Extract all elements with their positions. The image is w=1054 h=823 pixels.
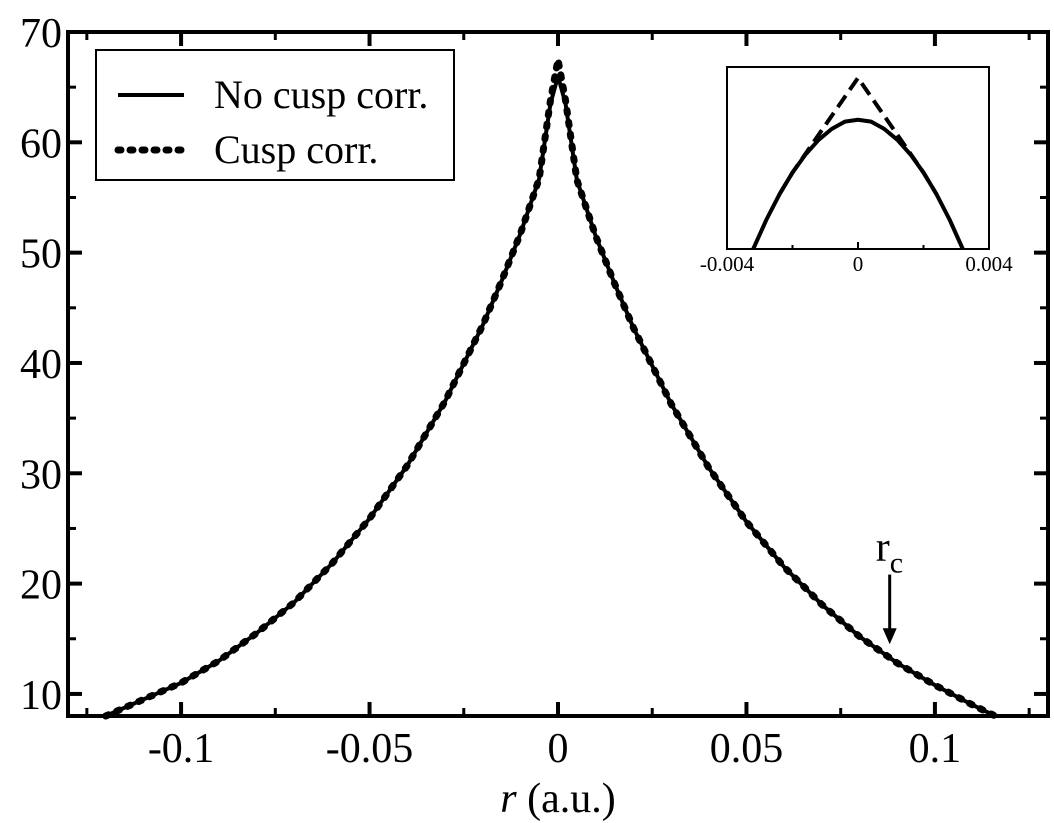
rc-arrow-head [882,628,897,645]
x-axis-title-unit: (a.u.) [517,776,616,822]
legend: No cusp corr. Cusp corr. [95,49,455,181]
x-tick-label: 0 [548,726,569,772]
x-tick-label: 0.05 [710,726,784,772]
rc-label-sub: c [890,547,903,580]
y-tick-label: 30 [20,452,62,498]
legend-label: No cusp corr. [214,72,428,117]
y-tick-label: 40 [20,342,62,388]
legend-box [95,49,455,181]
legend-label: Cusp corr. [214,127,378,172]
rc-label: rc [876,525,903,580]
y-tick-label: 60 [20,121,62,167]
main-series [102,56,999,720]
inset-x-tick-label: 0 [853,252,864,276]
inset-frame [726,66,990,250]
y-tick-label: 50 [20,232,62,278]
inset-x-tick-label: -0.004 [700,252,755,276]
x-tick-label: -0.05 [326,726,414,772]
x-tick-label: -0.1 [148,726,215,772]
inset-x-tick-label: 0.004 [965,252,1013,276]
rc-label-main: r [876,525,890,571]
inset-series-dashed [777,75,939,196]
x-tick-label: 0.1 [909,726,962,772]
x-axis-title: r (a.u.) [500,776,615,822]
y-tick-label: 20 [20,563,62,609]
y-tick-label: 10 [20,673,62,719]
inset: -0.004 0 0.004 [700,66,1013,276]
main-axes: -0.1 -0.05 0 0.05 0.1 10 20 30 40 50 60 70 r (a.u.) [20,11,1050,822]
annotation: rc [876,525,903,645]
y-tick-label: 70 [20,11,62,57]
main-series-dotted [102,56,999,720]
x-axis-title-var: r [500,776,517,822]
